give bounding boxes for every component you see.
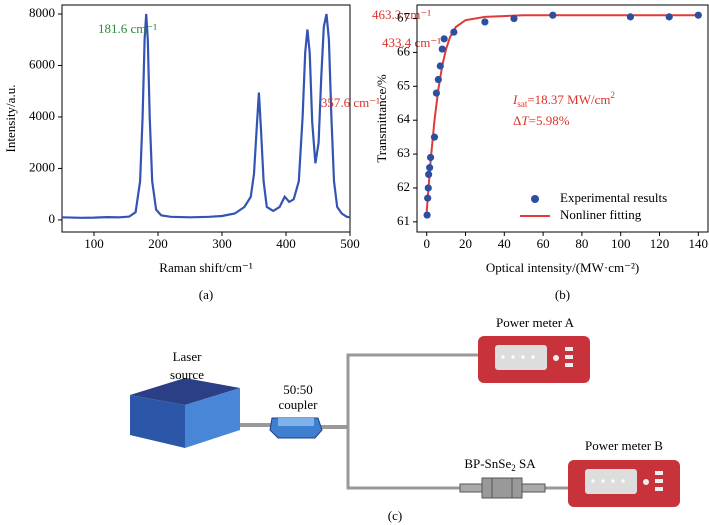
legend-label: Experimental results <box>560 190 667 205</box>
meter-b-label: Power meter B <box>585 438 663 453</box>
plot-frame <box>61 4 351 233</box>
peak-label: 357.6 cm⁻¹ <box>321 95 380 110</box>
sa-label: BP-SnSe2 SA <box>464 456 536 473</box>
annotation-part: Δ <box>513 113 521 128</box>
annotation-part: T <box>521 113 529 128</box>
data-point <box>432 89 440 97</box>
peak-label: 433.4 cm⁻¹ <box>382 35 441 50</box>
x-tick-label: 200 <box>148 236 168 251</box>
y-tick-label: 64 <box>397 111 411 126</box>
data-point <box>423 211 431 219</box>
y-tick-label: 6000 <box>29 56 55 71</box>
annotation-part: =5.98% <box>529 113 570 128</box>
sa-connector <box>521 483 546 493</box>
x-tick-label: 120 <box>650 236 670 251</box>
annotation-part: sat <box>517 99 527 109</box>
meter-screen <box>585 469 637 494</box>
spectrum-line <box>61 13 351 219</box>
x-axis-label: Optical intensity/(MW·cm⁻²) <box>486 260 639 275</box>
laser-top <box>130 378 240 405</box>
y-tick-label: 4000 <box>29 108 55 123</box>
data-point <box>438 45 446 53</box>
laser-label: Laser <box>173 349 203 364</box>
x-axis-label: Raman shift/cm⁻¹ <box>159 260 253 275</box>
meter-a-label: Power meter A <box>496 315 575 330</box>
laser-label: source <box>170 367 204 382</box>
data-point <box>450 28 458 36</box>
x-tick-label: 140 <box>689 236 709 251</box>
data-point <box>434 75 442 84</box>
coupler-label: coupler <box>279 397 319 412</box>
data-point <box>424 194 432 202</box>
annotation-part: =18.37 MW/cm <box>527 92 610 107</box>
data-point <box>510 14 518 23</box>
x-tick-label: 300 <box>212 236 232 251</box>
x-tick-label: 100 <box>84 236 104 251</box>
annotation-part: I <box>512 92 518 107</box>
laser-side <box>130 395 185 448</box>
data-point <box>436 62 444 70</box>
y-axis-label: Transmittance/% <box>374 74 389 163</box>
data-point <box>426 153 435 162</box>
sa-body <box>481 477 523 499</box>
y-axis-label: Intensity/a.u. <box>3 85 18 153</box>
data-point <box>425 170 433 179</box>
y-tick-label: 8000 <box>29 5 55 20</box>
y-tick-label: 0 <box>49 211 56 226</box>
y-tick-label: 62 <box>397 179 410 194</box>
fiber <box>346 353 478 427</box>
y-tick-label: 61 <box>397 213 410 228</box>
fit-line <box>425 14 699 212</box>
plot-frame <box>416 4 709 233</box>
meter-screen <box>495 345 547 370</box>
data-point <box>424 184 432 192</box>
data-point <box>549 11 557 19</box>
x-tick-label: 400 <box>276 236 296 251</box>
x-tick-label: 100 <box>611 236 631 251</box>
panel-label: (b) <box>555 287 570 302</box>
coupler-label: 50:50 <box>283 382 313 397</box>
data-point <box>481 18 489 26</box>
setup-diagram: Laser source 50:50 coupler Power meter A… <box>130 315 680 523</box>
x-tick-label: 0 <box>423 236 430 251</box>
data-point <box>626 13 635 21</box>
y-tick-label: 66 <box>397 43 411 58</box>
peak-label: 181.6 cm⁻¹ <box>98 21 157 36</box>
data-point <box>426 164 434 172</box>
sa-connector <box>459 483 483 493</box>
y-tick-label: 63 <box>397 145 410 160</box>
annotation: ΔT=5.98% <box>513 113 570 128</box>
x-tick-label: 60 <box>537 236 550 251</box>
x-tick-label: 80 <box>575 236 588 251</box>
y-tick-label: 2000 <box>29 159 55 174</box>
panel-label: (a) <box>199 287 213 302</box>
annotation: Isat=18.37 MW/cm2 <box>512 90 615 109</box>
x-tick-label: 20 <box>459 236 472 251</box>
data-point <box>440 35 448 43</box>
data-point <box>430 133 439 141</box>
fiber <box>346 427 460 490</box>
data-point <box>694 11 702 19</box>
x-tick-label: 40 <box>498 236 511 251</box>
legend-label: Nonliner fitting <box>560 207 642 222</box>
annotation-part: 2 <box>611 90 616 100</box>
y-tick-label: 67 <box>397 10 411 25</box>
x-tick-label: 500 <box>340 236 360 251</box>
panel-label: (c) <box>388 508 402 523</box>
y-tick-label: 65 <box>397 77 410 92</box>
coupler-top <box>278 418 314 426</box>
legend-marker <box>531 195 539 203</box>
laser-front <box>185 388 240 448</box>
data-point <box>665 13 673 21</box>
